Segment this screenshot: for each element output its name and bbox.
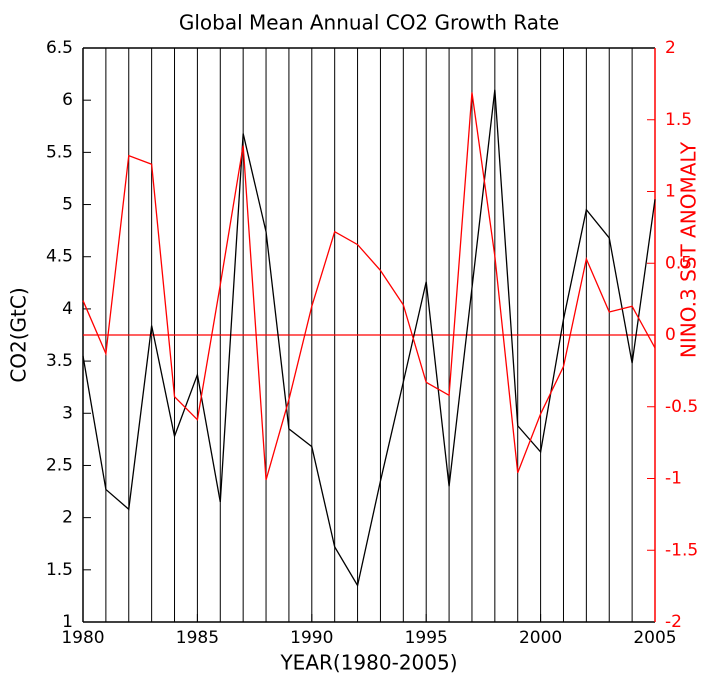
y2-tick-label: -0.5: [665, 397, 698, 417]
y-tick-label: 3: [62, 403, 73, 423]
y2-tick-label: 0.5: [665, 253, 692, 273]
y-tick-label: 1: [62, 612, 73, 632]
chart-title: Global Mean Annual CO2 Growth Rate: [179, 11, 559, 35]
y-tick-label: 3.5: [46, 351, 73, 371]
x-tick-label: 2000: [519, 628, 562, 648]
y2-tick-label: 0: [665, 325, 676, 345]
data-line: [82, 89, 656, 588]
y-tick-label: 2.5: [46, 455, 73, 475]
y-tick-label: 4: [62, 299, 73, 319]
x-tick-label: 1990: [290, 628, 333, 648]
y2-tick-label: 2: [665, 38, 676, 58]
y-tick-label: 6: [62, 90, 73, 110]
y-tick-label: 4.5: [46, 247, 73, 267]
y-axis-label: CO2(GtC): [7, 287, 31, 382]
data-line: [82, 92, 656, 481]
y2-axis-label: NINO.3 SST ANOMALY: [677, 141, 701, 358]
y-tick-label: 1.5: [46, 560, 73, 580]
x-axis-label: YEAR(1980-2005): [279, 651, 457, 675]
y2-tick-label: -2: [665, 612, 682, 632]
y2-tick-label: -1: [665, 469, 682, 489]
y2-tick-label: 1.5: [665, 110, 692, 130]
y-tick-label: 5.5: [46, 142, 73, 162]
x-tick-label: 1980: [61, 628, 104, 648]
y2-tick-label: 1: [665, 182, 676, 202]
x-tick-label: 1995: [405, 628, 448, 648]
y2-tick-label: -1.5: [665, 540, 698, 560]
x-tick-label: 1985: [176, 628, 219, 648]
x-tick-label: 2005: [633, 628, 676, 648]
y-tick-label: 2: [62, 508, 73, 528]
y-tick-label: 5: [62, 195, 73, 215]
y-tick-label: 6.5: [46, 38, 73, 58]
